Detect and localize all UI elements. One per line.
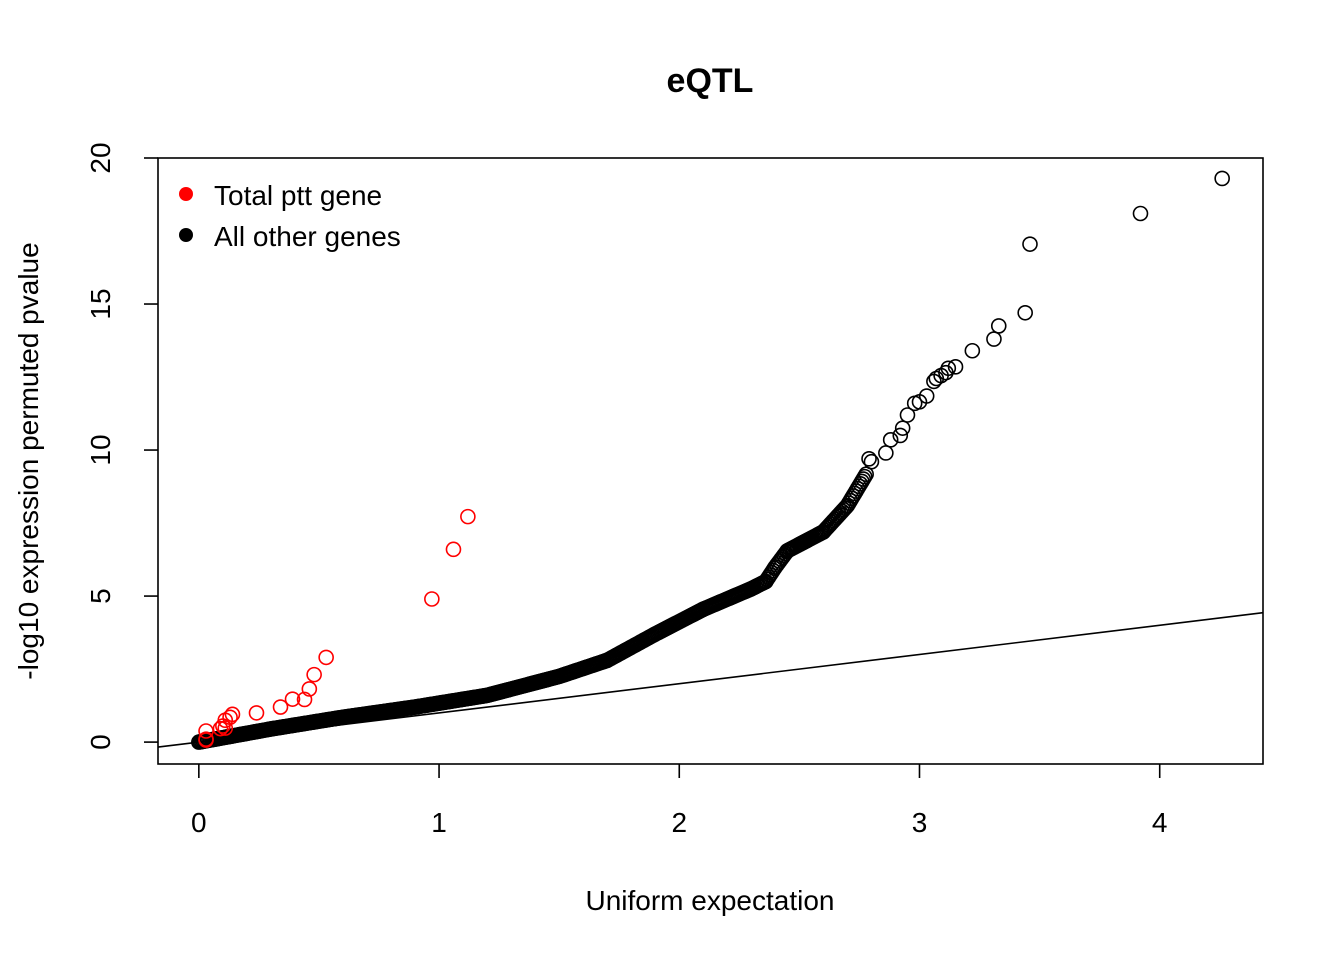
other-gene-point — [1017, 304, 1033, 321]
y-tick-label: 0 — [85, 734, 116, 750]
other-genes-points — [191, 170, 1230, 750]
other-gene-point — [856, 468, 873, 485]
legend-label-other: All other genes — [214, 221, 401, 252]
ptt-gene-point — [222, 709, 238, 726]
ptt-gene-point — [284, 691, 301, 707]
other-gene-point — [940, 360, 957, 377]
ptt-gene-point — [217, 720, 234, 736]
x-tick-label: 2 — [671, 807, 687, 838]
other-gene-point — [861, 451, 877, 467]
ptt-gene-point — [445, 541, 462, 558]
y-tick-label: 10 — [85, 434, 116, 465]
legend-marker-ptt — [179, 187, 193, 201]
x-tick-label: 4 — [1152, 807, 1168, 838]
x-axis: 0 1 2 3 4 — [191, 764, 1167, 838]
x-tick-label: 0 — [191, 807, 207, 838]
ptt-gene-point — [318, 649, 334, 666]
ptt-gene-point — [198, 731, 214, 747]
other-gene-point — [878, 445, 894, 461]
ptt-gene-point — [296, 691, 313, 708]
ptt-gene-point — [212, 720, 229, 737]
other-gene-point — [986, 331, 1002, 347]
other-gene-point — [990, 318, 1007, 334]
ptt-gene-point — [460, 508, 476, 525]
other-gene-point — [947, 359, 964, 375]
ptt-gene-point — [248, 705, 265, 721]
other-gene-point — [1022, 236, 1038, 252]
other-gene-point — [1132, 205, 1149, 222]
chart-title: eQTL — [667, 62, 754, 100]
y-tick-label: 20 — [85, 142, 116, 173]
ptt-gene-point — [424, 591, 440, 607]
legend-label-ptt: Total ptt gene — [214, 180, 382, 211]
ptt-gene-point — [224, 706, 241, 723]
other-gene-point — [882, 432, 899, 448]
y-tick-label: 15 — [85, 288, 116, 319]
other-gene-point — [863, 453, 880, 470]
x-axis-label: Uniform expectation — [585, 885, 834, 916]
ptt-gene-point — [301, 681, 318, 697]
legend: Total ptt gene All other genes — [179, 180, 401, 252]
other-gene-point — [892, 427, 909, 444]
other-gene-point — [918, 388, 935, 404]
y-tick-label: 5 — [85, 588, 116, 604]
other-gene-point — [899, 407, 916, 423]
ptt-gene-point — [272, 699, 289, 715]
ptt-gene-point — [306, 666, 322, 683]
other-gene-point — [1214, 170, 1230, 187]
y-axis: 0 5 10 15 20 — [85, 142, 158, 750]
ptt-gene-points — [198, 508, 476, 748]
x-tick-label: 3 — [912, 807, 928, 838]
plot-frame — [157, 157, 1264, 765]
other-gene-point — [964, 342, 981, 359]
legend-marker-other — [179, 228, 193, 242]
x-tick-label: 1 — [431, 807, 447, 838]
y-axis-label: -log10 expression permuted pvalue — [13, 242, 44, 679]
